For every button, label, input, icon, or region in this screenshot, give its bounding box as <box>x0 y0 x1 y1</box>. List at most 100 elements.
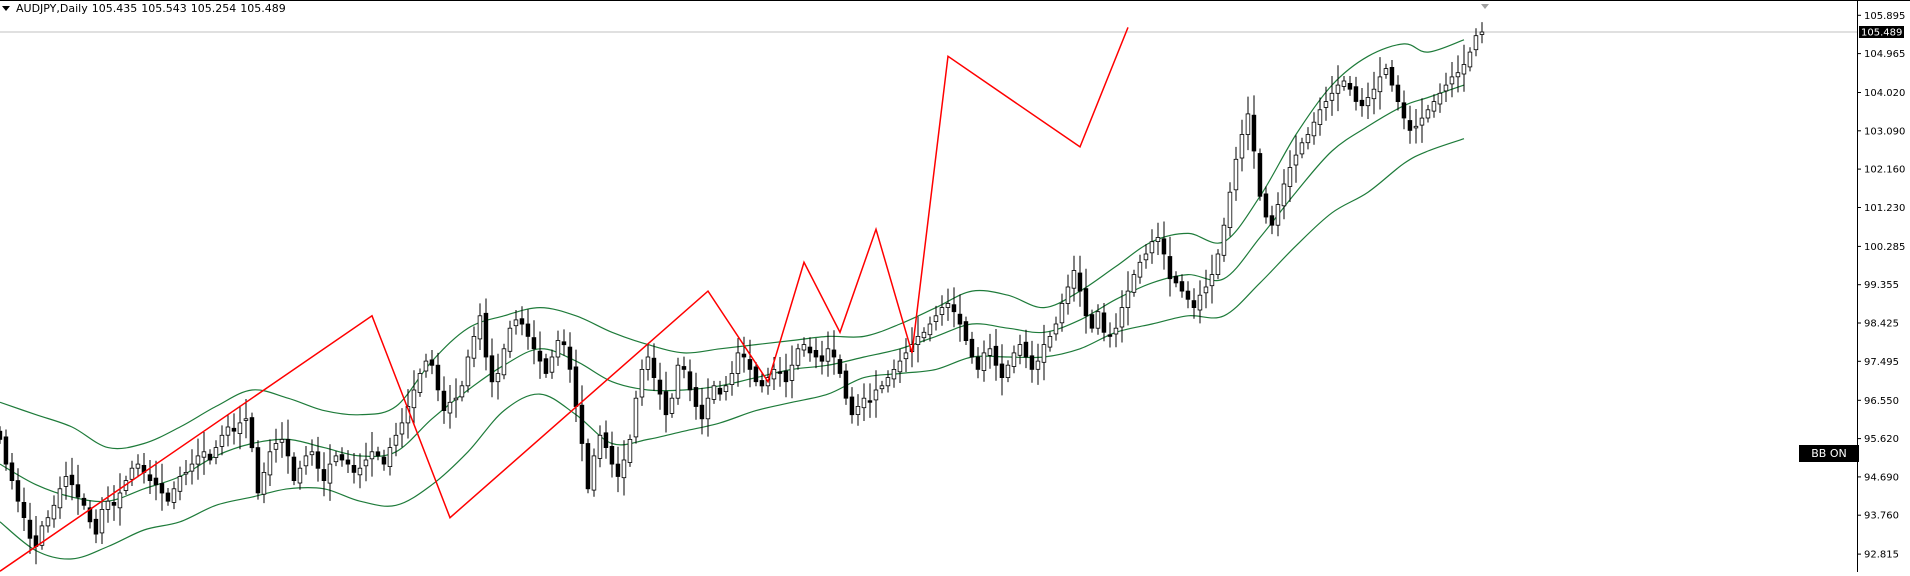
candle <box>1275 192 1281 237</box>
candle <box>129 460 135 486</box>
candle-body <box>0 430 3 440</box>
candle <box>135 454 141 478</box>
candle-body <box>1227 191 1233 228</box>
candle-body <box>1299 142 1305 155</box>
candle-body <box>1365 97 1371 107</box>
candle <box>351 453 357 484</box>
candle-body <box>393 434 399 446</box>
candle <box>753 362 759 387</box>
candle <box>1083 268 1089 334</box>
candle-body <box>1461 64 1467 75</box>
candle-body <box>993 345 999 366</box>
candle-body <box>615 463 621 477</box>
candle-body <box>1041 344 1047 363</box>
candle <box>1371 71 1377 115</box>
candle-body <box>321 469 327 482</box>
candle-body <box>921 331 927 339</box>
candle-body <box>1311 121 1317 137</box>
candle <box>819 340 825 375</box>
dropdown-triangle-icon[interactable] <box>2 6 10 11</box>
candle <box>1197 280 1203 324</box>
candle-body <box>759 380 765 387</box>
candle <box>447 385 453 429</box>
bb-lower-line <box>0 138 1465 560</box>
candle-body <box>1389 67 1395 86</box>
candle <box>105 486 111 523</box>
candle-body <box>267 451 273 476</box>
candle <box>9 453 15 490</box>
candle <box>303 446 309 475</box>
candle-body <box>1185 290 1191 300</box>
candle-body <box>681 366 687 370</box>
bb-toggle-button[interactable]: BB ON <box>1799 445 1859 462</box>
candle-body <box>927 323 933 336</box>
candle-body <box>735 352 741 374</box>
candle-body <box>243 418 249 421</box>
candle-body <box>585 443 591 490</box>
close-value: 105.489 <box>240 2 286 15</box>
candle <box>1185 281 1191 309</box>
candle <box>825 331 831 377</box>
candle-body <box>1437 92 1443 105</box>
candle <box>885 370 891 393</box>
candle-body <box>723 385 729 392</box>
candle-body <box>1371 88 1377 100</box>
candle <box>51 495 57 528</box>
candle-body <box>1269 215 1275 226</box>
candle-body <box>183 471 189 475</box>
candle-body <box>915 335 921 345</box>
candle-body <box>1059 302 1065 324</box>
bb-upper-line <box>0 39 1465 450</box>
candle-body <box>261 471 267 495</box>
candle <box>1053 316 1059 341</box>
candle <box>1305 127 1311 150</box>
candle-body <box>1017 344 1023 356</box>
candle <box>1263 186 1269 224</box>
candle <box>1107 322 1113 348</box>
candle <box>315 436 321 482</box>
candle <box>39 521 45 550</box>
candle <box>897 348 903 383</box>
candle <box>1005 360 1011 383</box>
candle-body <box>1467 51 1473 68</box>
candle <box>1359 88 1365 117</box>
candle-body <box>1419 117 1425 126</box>
candle-body <box>1359 99 1365 107</box>
candle <box>69 457 75 501</box>
candle-body <box>1137 261 1143 278</box>
candle-body <box>159 483 165 494</box>
candle <box>345 450 351 473</box>
zigzag-indicator <box>0 27 1129 572</box>
candle <box>993 329 999 381</box>
candle <box>441 376 447 424</box>
candle <box>1461 44 1467 92</box>
current-price-label: 105.489 <box>1859 26 1904 39</box>
candle <box>531 320 537 365</box>
candle <box>1389 60 1395 92</box>
candle-body <box>693 387 699 407</box>
shift-marker-icon[interactable] <box>1481 4 1489 9</box>
candle <box>837 354 843 378</box>
tick-label: 99.355 <box>1864 280 1899 291</box>
candle <box>735 338 741 387</box>
candle-body <box>171 488 177 503</box>
candle <box>1395 75 1401 111</box>
candle-body <box>1023 341 1029 358</box>
candle-body <box>129 467 135 480</box>
candle <box>1017 334 1023 365</box>
candle-body <box>627 438 633 463</box>
candle-body <box>795 348 801 366</box>
candle-body <box>591 455 597 491</box>
tick-label: 96.550 <box>1864 396 1899 407</box>
candle-body <box>1245 113 1251 135</box>
candle-body <box>969 338 975 358</box>
candle-body <box>1473 35 1479 51</box>
candle-body <box>9 462 15 481</box>
candle-body <box>303 455 309 467</box>
candle-body <box>1281 183 1287 207</box>
candle-body <box>471 335 477 359</box>
candle <box>1287 150 1293 202</box>
